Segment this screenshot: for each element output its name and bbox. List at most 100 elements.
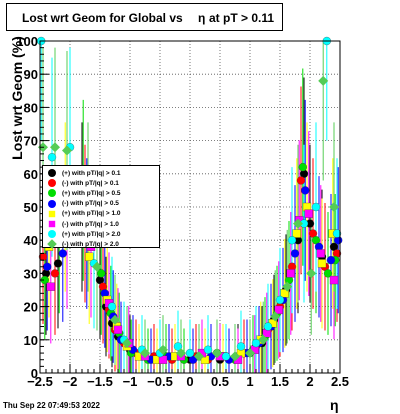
data-point — [50, 142, 60, 153]
x-tick-label: 1 — [246, 374, 253, 389]
legend-entry: (+) with pT/|q| > 0.5 — [43, 188, 159, 198]
legend-marker — [48, 220, 56, 228]
data-point — [122, 338, 132, 349]
legend-label: (+) with pT/|q| > 0.1 — [62, 169, 121, 177]
legend-entry: (+) with pT/|q| > 1.0 — [43, 209, 159, 219]
data-point — [62, 145, 72, 156]
y-tick-label: 20 — [24, 300, 38, 315]
y-tick-label: 80 — [24, 100, 38, 115]
data-point — [287, 236, 297, 245]
legend-marker — [48, 199, 56, 208]
y-axis-label: Lost wrt Geom (%) — [9, 36, 25, 160]
data-point — [173, 342, 183, 351]
y-tick-label: 70 — [24, 134, 38, 149]
data-point — [317, 259, 327, 268]
data-point — [50, 269, 60, 278]
legend-entry: (-) with pT/|q| > 0.5 — [43, 199, 159, 209]
data-point — [221, 352, 231, 361]
x-tick-label: 0.5 — [211, 374, 229, 389]
x-tick-label: −2 — [63, 374, 78, 389]
data-point — [203, 345, 213, 354]
data-point — [97, 269, 106, 278]
data-point — [274, 305, 283, 315]
y-tick-label: 60 — [24, 167, 38, 182]
y-tick-label: 40 — [24, 233, 38, 248]
data-point — [110, 314, 120, 325]
x-tick-label: 2.5 — [331, 374, 349, 389]
x-tick-label: 0 — [186, 374, 193, 389]
data-point — [316, 249, 325, 258]
data-point — [296, 176, 306, 185]
data-point — [58, 249, 67, 258]
data-point — [329, 202, 339, 212]
y-tick-label: 100 — [16, 34, 38, 49]
legend-marker — [48, 230, 56, 239]
legend-label: (+) with pT/|q| > 1.0 — [62, 210, 121, 218]
data-point — [332, 229, 342, 238]
data-point — [85, 252, 94, 261]
data-point — [46, 282, 55, 291]
data-point — [140, 348, 150, 359]
y-tick-label: 0 — [31, 366, 38, 381]
legend-marker — [48, 179, 56, 188]
data-point — [292, 229, 301, 238]
x-tick-label: −2.5 — [27, 374, 53, 389]
data-point — [212, 348, 222, 359]
data-point — [311, 202, 321, 212]
data-point — [92, 261, 102, 272]
data-point — [286, 269, 295, 278]
legend-label: (+) with pT/|q| > 2.0 — [62, 230, 121, 238]
data-point — [251, 338, 261, 348]
legend-label: (-) with pT/|q| > 0.1 — [62, 179, 119, 187]
data-point — [245, 348, 255, 359]
title-eta-symbol: η — [198, 11, 206, 25]
data-point — [158, 344, 168, 355]
data-point — [329, 275, 339, 285]
legend-marker — [48, 169, 56, 178]
legend-entry: (+) with pT/|q| > 2.0 — [43, 229, 159, 239]
y-tick-label: 30 — [24, 266, 38, 281]
x-tick-label: −1 — [123, 374, 138, 389]
x-tick-label: −1.5 — [87, 374, 113, 389]
data-point — [290, 249, 300, 258]
title-prefix: Lost wrt Geom for Global vs — [22, 11, 183, 25]
y-tick-label: 10 — [24, 333, 38, 348]
data-point — [236, 342, 246, 351]
legend-entry: (+) with pT/|q| > 0.1 — [43, 168, 159, 178]
timestamp: Thu Sep 22 07:49:53 2022 — [3, 401, 100, 410]
data-point — [270, 311, 281, 322]
data-point — [275, 295, 285, 305]
data-point — [113, 325, 123, 334]
x-tick-label: 1.5 — [271, 374, 289, 389]
data-point — [298, 163, 307, 172]
data-point — [230, 351, 240, 362]
legend-marker — [48, 210, 56, 218]
data-point — [194, 351, 204, 362]
data-point — [107, 302, 117, 311]
ticks — [39, 40, 341, 374]
data-point — [304, 209, 313, 218]
data-point — [47, 153, 57, 162]
legend: (+) with pT/|q| > 0.1 (-) with pT/|q| > 0… — [42, 165, 160, 250]
legend-entry: (-) with pT/|q| > 1.0 — [43, 219, 159, 229]
data-point — [306, 268, 317, 279]
title-suffix: at pT > 0.11 — [209, 11, 275, 25]
data-point — [280, 289, 289, 298]
legend-label: (-) with pT/|q| > 1.0 — [62, 220, 119, 228]
data-point — [38, 252, 48, 261]
data-point — [258, 334, 269, 345]
legend-entry: (-) with pT/|q| > 2.0 — [43, 239, 159, 250]
data-point — [53, 259, 63, 268]
x-tick-label: −0.5 — [147, 374, 173, 389]
data-point — [318, 75, 329, 86]
data-point — [263, 322, 273, 331]
data-point — [176, 348, 186, 359]
y-tick-label: 50 — [24, 200, 38, 215]
tick-labels: −2.5 −2 −1.5 −1 −0.5 0 0.5 1 1.5 2 2.5 0 10 20 30 40 50 6… — [16, 34, 349, 389]
chart-title: Lost wrt Geom for Global vs η at pT > 0.… — [6, 3, 283, 31]
legend-label: (+) with pT/|q| > 0.5 — [62, 189, 121, 197]
data-point — [326, 255, 336, 265]
data-point — [293, 218, 303, 229]
data-point — [301, 186, 310, 195]
